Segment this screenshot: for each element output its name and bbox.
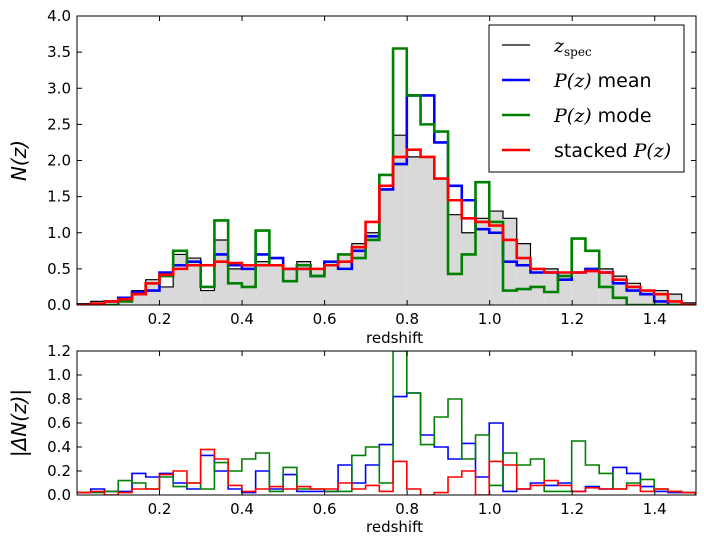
x-tick-label: 0.2 — [148, 310, 172, 328]
histogram-bar — [695, 302, 696, 305]
y-tick-label: 1.0 — [47, 366, 71, 384]
x-tick-label: 1.2 — [560, 310, 584, 328]
series-n-stacked-p-z — [77, 448, 696, 495]
legend-entry: P(z) mean — [502, 70, 652, 92]
series-n-p-z-mean — [77, 392, 696, 495]
y-axis-label: N(z) — [7, 140, 31, 181]
histogram-bar — [255, 261, 270, 305]
y-tick-label: 2.5 — [47, 115, 71, 133]
legend: zspec P(z) mean P(z) mode stacked P(z) — [488, 24, 685, 173]
legend-label: P(z) mean — [553, 70, 652, 92]
histogram-bar — [667, 294, 682, 305]
histogram-bar — [324, 261, 339, 305]
x-axis-label: redshift — [366, 518, 423, 536]
legend-label: P(z) mode — [553, 105, 652, 127]
histogram-bar — [214, 239, 229, 305]
histogram-bar — [310, 268, 325, 305]
histogram-bar — [420, 156, 435, 305]
bottom-panel: 0.2 0.4 0.6 0.8 1.0 1.2 1.4 0.0 0.2 0.4 0.6 0.8 1.0 1… — [7, 342, 697, 536]
histogram-bar — [379, 189, 394, 305]
histogram-bar — [173, 254, 187, 305]
y-tick-label: 0.2 — [47, 462, 71, 480]
y-tick-label: 3.5 — [47, 43, 71, 61]
x-tick-label: 0.4 — [230, 500, 254, 518]
histogram-bar — [406, 156, 421, 305]
y-axis-label: |ΔN(z)| — [7, 389, 31, 457]
x-tick-label: 0.4 — [230, 310, 254, 328]
histogram-bar — [200, 290, 215, 305]
histogram-bar — [159, 286, 174, 305]
series-n-p-z-mode — [77, 351, 696, 495]
histogram-bar — [338, 254, 352, 305]
y-tick-label: 0.0 — [47, 296, 71, 314]
y-tick-label: 1.5 — [47, 188, 71, 206]
y-tick-label: 3.0 — [47, 79, 71, 97]
y-tick-label: 0.5 — [47, 260, 71, 278]
y-tick-label: 0.4 — [47, 438, 71, 456]
histogram-bar — [365, 232, 380, 305]
histogram-bar — [571, 272, 586, 305]
legend-entry: stacked P(z) — [502, 140, 671, 162]
x-tick-label: 0.6 — [313, 310, 337, 328]
legend-box — [488, 24, 685, 173]
histogram-bar — [228, 268, 242, 305]
histogram-bar — [104, 301, 119, 305]
y-tick-label: 0.8 — [47, 390, 71, 408]
legend-label: zspec — [553, 35, 592, 59]
histogram-bar — [269, 265, 284, 305]
histogram-bar — [283, 268, 297, 305]
y-tick-label: 2.0 — [47, 152, 71, 170]
histogram-bar — [296, 261, 311, 305]
y-tick-label: 4.0 — [47, 7, 71, 25]
histogram-bar — [351, 243, 366, 305]
x-axis-label: redshift — [366, 329, 423, 347]
y-tick-label: 0.6 — [47, 414, 71, 432]
x-tick-label: 1.0 — [478, 310, 502, 328]
plot-area — [77, 351, 696, 495]
x-tick-label: 1.0 — [478, 500, 502, 518]
histogram-bar — [585, 268, 600, 305]
legend-entry: zspec — [502, 35, 592, 59]
histogram-bar — [448, 214, 462, 305]
y-tick-label: 1.0 — [47, 224, 71, 242]
y-tick-label: 1.2 — [47, 342, 71, 360]
histogram-bar — [489, 211, 503, 305]
histogram-bar — [475, 218, 490, 305]
legend-label: stacked P(z) — [554, 140, 671, 162]
histogram-bar — [393, 135, 407, 305]
histogram-bar — [654, 290, 668, 305]
x-tick-label: 0.8 — [395, 310, 419, 328]
series-line — [77, 351, 696, 495]
x-tick-label: 0.6 — [313, 500, 337, 518]
histogram-bar — [544, 268, 558, 305]
x-tick-label: 1.2 — [560, 500, 584, 518]
series-line — [77, 448, 696, 495]
histogram-bar — [241, 265, 256, 305]
histogram-bar — [640, 290, 655, 305]
series-line — [77, 148, 696, 305]
x-tick-label: 0.8 — [395, 500, 419, 518]
plot-area — [77, 47, 696, 305]
y-tick-label: 0.0 — [47, 486, 71, 504]
x-tick-label: 1.4 — [643, 500, 667, 518]
histogram-bar — [186, 258, 201, 305]
x-tick-label: 0.2 — [148, 500, 172, 518]
legend-entry: P(z) mode — [502, 105, 652, 127]
top-panel: 0.2 0.4 0.6 0.8 1.0 1.2 1.4 0.0 0.5 1.0 1.5 2.0 2.5 3… — [7, 7, 697, 347]
series-stacked-p-z — [77, 148, 696, 305]
histogram-bar — [626, 283, 641, 305]
histogram-bar — [434, 178, 449, 305]
histogram-bar — [145, 279, 160, 305]
x-tick-label: 1.4 — [643, 310, 667, 328]
series-line — [77, 392, 696, 495]
histogram-bar — [461, 232, 476, 305]
histogram-bar — [516, 243, 531, 305]
